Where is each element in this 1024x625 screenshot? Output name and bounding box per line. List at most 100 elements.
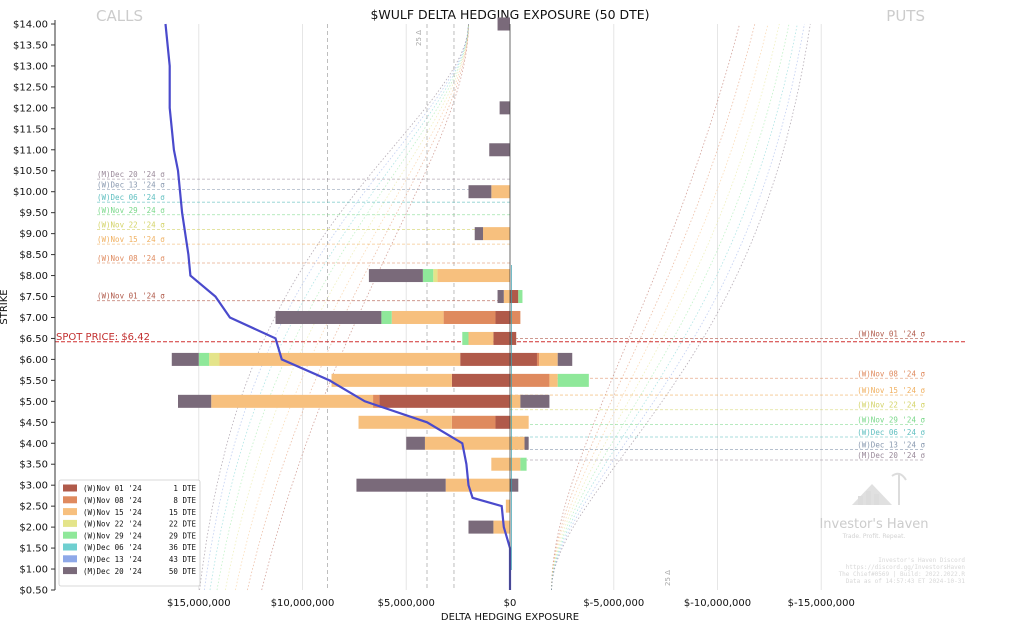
bar-segment-15-0 — [489, 143, 510, 157]
call-curve-7 — [199, 23, 469, 591]
bar-segment-5-0 — [495, 415, 510, 429]
bars — [171, 17, 589, 534]
watermark-footer-3: The Chief#0569 | Build: 2022.2022.R — [839, 571, 966, 578]
y-tick-label-12: $6.50 — [19, 334, 48, 345]
legend-dte-2: 15 DTE — [169, 508, 197, 517]
legend: (W)Nov 01 '24 1 DTE (W)Nov 08 '24 8 DTE (W)N… — [58, 479, 201, 587]
y-axis-label: STRIKE — [0, 289, 10, 324]
legend-swatch-4 — [63, 531, 77, 539]
put-marker-label-6: (W)Dec 13 '24 σ — [857, 441, 925, 450]
put-curve-3 — [551, 23, 780, 591]
y-tick-label-2: $1.50 — [19, 544, 48, 555]
bar-segment-11-0 — [503, 290, 510, 304]
y-tick-label-23: $12.00 — [13, 103, 48, 114]
bar-segment-6-2 — [211, 394, 374, 408]
call-curve-0 — [261, 23, 469, 591]
y-tick-label-4: $2.50 — [19, 502, 48, 513]
watermark-footer-4: Data as of 14:57:43 ET 2024-10-31 — [846, 578, 966, 585]
bar-segment-12-2 — [422, 269, 434, 283]
y-tick-label-10: $5.50 — [19, 376, 48, 387]
call-curve-5 — [209, 23, 469, 591]
bar-segment-2-1 — [445, 478, 510, 492]
x-tick-label-4: $-5,000,000 — [583, 598, 644, 609]
call-curve-6 — [203, 23, 469, 591]
bar-segment-10-5 — [510, 310, 521, 324]
calls-label: CALLS — [96, 7, 143, 25]
bar-segment-12-1 — [433, 269, 438, 283]
put-marker-label-5: (W)Dec 06 '24 σ — [857, 428, 925, 437]
put-marker-label-7: (M)Dec 20 '24 σ — [857, 451, 925, 460]
bar-segment-7-4 — [557, 373, 589, 387]
expiry-markers: (W)Nov 01 '24 σ (W)Nov 08 '24 σ (W)Nov 15 … — [55, 170, 965, 461]
bar-segment-8-3 — [198, 352, 210, 366]
y-tick-label-7: $4.00 — [19, 439, 48, 450]
delta25-label-puts: 25 Δ — [664, 570, 672, 586]
bar-segment-7-3 — [549, 373, 558, 387]
bar-segment-6-0 — [379, 394, 510, 408]
legend-box — [58, 479, 201, 587]
call-curve-4 — [216, 23, 469, 591]
bar-segment-8-7 — [539, 352, 558, 366]
legend-label-2: (W)Nov 15 '24 — [83, 508, 142, 517]
y-tick-label-14: $7.50 — [19, 292, 48, 303]
call-marker-label-3: (W)Nov 22 '24 σ — [97, 220, 165, 229]
greek-curves: 25 Δ 25 Δ — [199, 23, 811, 591]
legend-dte-4: 29 DTE — [169, 531, 197, 540]
y-tick-label-9: $5.00 — [19, 397, 48, 408]
bar-segment-12-0 — [437, 269, 510, 283]
y-tick-label-11: $6.00 — [19, 355, 48, 366]
x-tick-label-1: $10,000,000 — [271, 598, 335, 609]
y-tick-label-17: $9.00 — [19, 229, 48, 240]
legend-label-7: (M)Dec 20 '24 — [83, 567, 142, 576]
bar-segment-0-1 — [468, 520, 494, 534]
x-axis-label: DELTA HEDGING EXPOSURE — [441, 612, 579, 623]
bar-segment-1-0 — [505, 499, 510, 513]
bar-segment-8-2 — [209, 352, 220, 366]
x-tick-label-2: $5,000,000 — [378, 598, 435, 609]
y-tick-label-8: $4.50 — [19, 418, 48, 429]
legend-swatch-7 — [63, 567, 77, 575]
call-marker-label-5: (W)Dec 06 '24 σ — [97, 193, 165, 202]
bar-segment-8-6 — [536, 352, 540, 366]
y-tick-label-21: $11.00 — [13, 145, 48, 156]
bar-segment-13-0 — [483, 227, 510, 241]
legend-label-0: (W)Nov 01 '24 — [83, 484, 142, 493]
bar-segment-2-0 — [510, 478, 519, 492]
x-tick-label-5: $-10,000,000 — [684, 598, 751, 609]
y-tick-label-20: $10.50 — [13, 166, 48, 177]
bar-segment-6-3 — [178, 394, 212, 408]
put-curve-4 — [551, 23, 790, 591]
y-tick-label-19: $10.00 — [13, 187, 48, 198]
call-marker-label-6: (W)Dec 13 '24 σ — [97, 181, 165, 190]
bar-segment-9-1 — [468, 331, 494, 345]
legend-dte-1: 8 DTE — [173, 496, 196, 505]
legend-label-6: (W)Dec 13 '24 — [83, 555, 142, 564]
bar-segment-6-4 — [510, 394, 521, 408]
legend-dte-0: 1 DTE — [173, 484, 196, 493]
watermark-footer-2: https://discord.gg/InvestorsHaven — [846, 564, 966, 571]
bar-segment-9-0 — [493, 331, 510, 345]
bar-segment-14-0 — [491, 185, 510, 199]
call-curve-1 — [247, 23, 469, 591]
bar-segment-7-2 — [510, 373, 550, 387]
legend-dte-3: 22 DTE — [169, 520, 197, 529]
put-marker-label-2: (W)Nov 15 '24 σ — [857, 386, 925, 395]
bar-segment-8-5 — [510, 352, 537, 366]
bar-segment-3-2 — [520, 457, 527, 471]
bar-segment-6-5 — [520, 394, 550, 408]
legend-dte-7: 50 DTE — [169, 567, 197, 576]
legend-dte-5: 36 DTE — [169, 543, 197, 552]
bar-segment-10-0 — [495, 310, 510, 324]
y-tick-label-24: $12.50 — [13, 82, 48, 93]
bar-segment-3-0 — [491, 457, 510, 471]
legend-swatch-3 — [63, 519, 77, 527]
put-marker-label-4: (W)Nov 29 '24 σ — [857, 415, 925, 424]
put-curve-0 — [551, 23, 740, 591]
legend-label-5: (W)Dec 06 '24 — [83, 543, 142, 552]
legend-swatch-2 — [63, 508, 77, 516]
legend-swatch-1 — [63, 496, 77, 504]
legend-swatch-5 — [63, 543, 77, 551]
bar-segment-7-1 — [331, 373, 452, 387]
x-tick-label-3: $0 — [504, 598, 517, 609]
bar-segment-10-2 — [391, 310, 444, 324]
